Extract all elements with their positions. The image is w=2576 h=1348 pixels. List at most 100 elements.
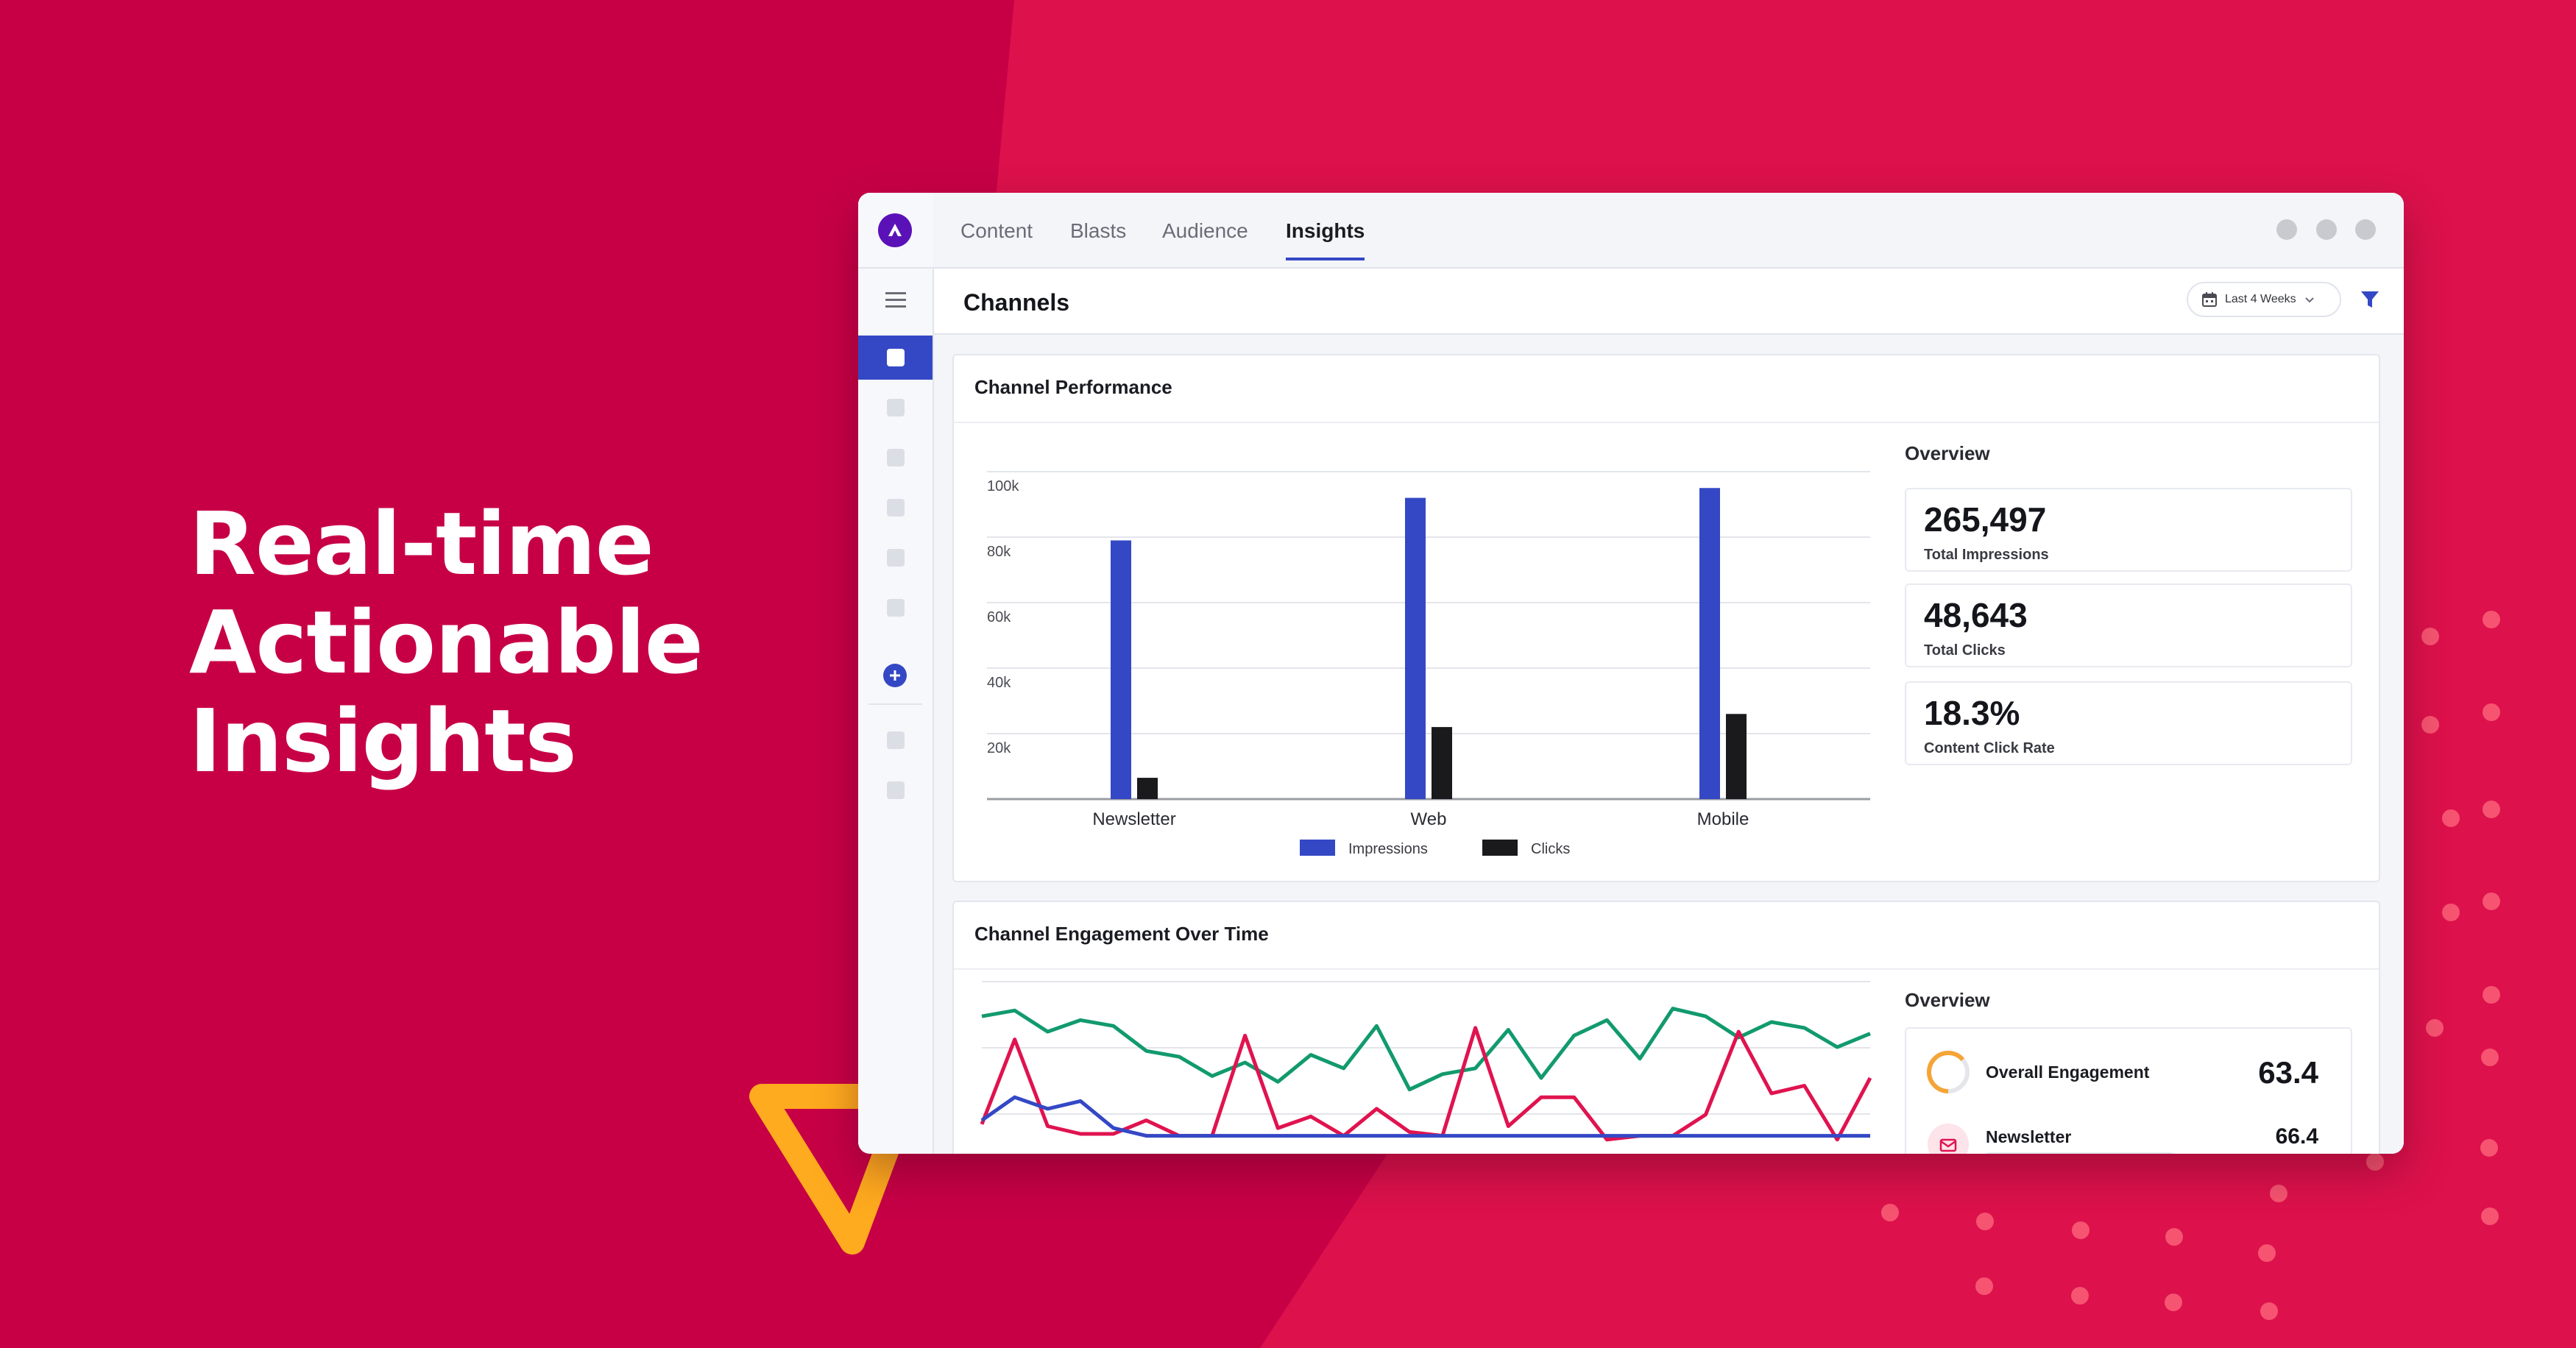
channel-engagement-card: Channel Engagement Over Time Overview Ov… xyxy=(952,901,2380,1154)
background-dot xyxy=(2270,1185,2287,1202)
x-category-label: Mobile xyxy=(1697,809,1749,829)
background-dot xyxy=(1881,1204,1899,1221)
stat-label: Content Click Rate xyxy=(1924,740,2055,756)
sidebar-item[interactable] xyxy=(858,486,933,530)
x-category-label: Web xyxy=(1411,809,1447,829)
hero-headline: Real-time Actionable Insights xyxy=(189,493,704,790)
sidebar-item[interactable] xyxy=(858,768,933,812)
overview-title: Overview xyxy=(1905,442,1990,464)
main-content: Channels Last 4 Weeks xyxy=(934,269,2404,1154)
background-dot xyxy=(2481,1049,2499,1066)
engagement-label: Newsletter xyxy=(1986,1127,2072,1146)
tab-content[interactable]: Content xyxy=(960,219,1033,242)
triangle-outline xyxy=(749,1084,919,1255)
background-dot xyxy=(2483,611,2500,628)
tab-audience[interactable]: Audience xyxy=(1162,219,1248,242)
background-dot xyxy=(2480,1139,2498,1157)
legend-swatch xyxy=(1482,840,1518,856)
legend-label: Impressions xyxy=(1348,841,1428,857)
channel-engagement-line-chart xyxy=(980,981,1872,1142)
brand-logo-icon[interactable] xyxy=(878,213,912,247)
page-header: Channels Last 4 Weeks xyxy=(934,269,2404,335)
ring-gauge-icon xyxy=(1927,1051,1970,1093)
x-category-label: Newsletter xyxy=(1092,809,1175,829)
y-tick-label: 40k xyxy=(987,675,1011,691)
sidebar-item-channels[interactable] xyxy=(858,336,933,380)
engagement-series-line xyxy=(980,1026,1872,1142)
sidebar-divider xyxy=(868,703,922,705)
date-range-dropdown[interactable]: Last 4 Weeks xyxy=(2187,282,2341,317)
background-dot xyxy=(2442,904,2460,921)
card-divider xyxy=(954,968,2379,970)
calendar-icon xyxy=(2202,292,2217,307)
bar-clicks xyxy=(1137,778,1158,799)
chevron-down-icon xyxy=(2304,297,2314,303)
channel-performance-card: Channel Performance 100k 80k 60k 40k 20k News… xyxy=(952,354,2380,882)
background-dot xyxy=(2421,716,2439,734)
tab-insights[interactable]: Insights xyxy=(1286,219,1365,260)
top-navigation: Content Blasts Audience Insights xyxy=(933,193,2404,269)
nav-square-icon xyxy=(886,599,905,617)
background-dot xyxy=(2258,1244,2276,1262)
background-dot xyxy=(2483,893,2500,910)
stat-label: Total Impressions xyxy=(1924,547,2049,563)
page-title: Channels xyxy=(963,289,1070,316)
y-tick-label: 100k xyxy=(987,478,1019,494)
background-dot xyxy=(2483,801,2500,818)
stat-card-impressions: 265,497 Total Impressions xyxy=(1905,488,2352,572)
sidebar-item[interactable] xyxy=(858,718,933,762)
window-control-dot[interactable] xyxy=(2276,219,2297,240)
background-dot xyxy=(2071,1287,2089,1305)
nav-square-icon xyxy=(886,499,905,517)
background-dot xyxy=(2481,1207,2499,1225)
background-dot xyxy=(2442,809,2460,827)
plus-circle-icon[interactable] xyxy=(883,664,907,687)
stat-value: 48,643 xyxy=(1924,596,2028,634)
stat-label: Total Clicks xyxy=(1924,642,2006,659)
window-control-dot[interactable] xyxy=(2316,219,2337,240)
nav-square-icon xyxy=(886,731,905,749)
app-window: Content Blasts Audience Insights Channel… xyxy=(858,193,2404,1154)
engagement-value: 66.4 xyxy=(2275,1124,2318,1149)
engagement-value: 63.4 xyxy=(2258,1055,2318,1090)
nav-square-icon xyxy=(886,399,905,416)
stat-value: 18.3% xyxy=(1924,694,2020,732)
engagement-series-line xyxy=(981,1007,1871,1092)
stat-value: 265,497 xyxy=(1924,500,2047,539)
bar-clicks xyxy=(1726,714,1747,799)
nav-square-icon xyxy=(886,781,905,799)
background-dot xyxy=(2366,1153,2384,1171)
engagement-label: Overall Engagement xyxy=(1986,1063,2150,1082)
sidebar-item[interactable] xyxy=(858,536,933,580)
y-tick-label: 60k xyxy=(987,609,1011,625)
hamburger-menu-icon[interactable] xyxy=(882,288,909,312)
window-control-dot[interactable] xyxy=(2355,219,2376,240)
legend-label: Clicks xyxy=(1531,841,1570,857)
bar-clicks xyxy=(1432,727,1452,799)
stat-card-clicks: 48,643 Total Clicks xyxy=(1905,583,2352,667)
card-title: Channel Performance xyxy=(974,376,1172,398)
sidebar-item[interactable] xyxy=(858,586,933,630)
sidebar-item[interactable] xyxy=(858,386,933,430)
background-dot xyxy=(2165,1228,2183,1246)
background-dot xyxy=(2072,1221,2090,1239)
y-tick-label: 20k xyxy=(987,740,1011,756)
newsletter-icon xyxy=(1928,1124,1969,1154)
y-tick-label: 80k xyxy=(987,544,1011,560)
legend-swatch xyxy=(1300,840,1335,856)
bar-impressions xyxy=(1699,488,1720,799)
hero-line: Real-time xyxy=(189,493,654,595)
sidebar xyxy=(858,193,934,1154)
filter-icon[interactable] xyxy=(2359,288,2381,311)
tab-blasts[interactable]: Blasts xyxy=(1070,219,1127,242)
stat-card-click-rate: 18.3% Content Click Rate xyxy=(1905,681,2352,765)
bar-impressions xyxy=(1405,497,1426,799)
overview-title: Overview xyxy=(1905,989,1990,1011)
background-dot xyxy=(2483,703,2500,721)
engagement-overview-panel: Overall Engagement 63.4 Newsletter 66.4 xyxy=(1905,1027,2352,1154)
background-dot xyxy=(2165,1294,2182,1311)
engagement-series-line xyxy=(980,1095,1870,1138)
card-divider xyxy=(954,422,2379,423)
sidebar-item[interactable] xyxy=(858,436,933,480)
background-dot xyxy=(1975,1277,1993,1295)
